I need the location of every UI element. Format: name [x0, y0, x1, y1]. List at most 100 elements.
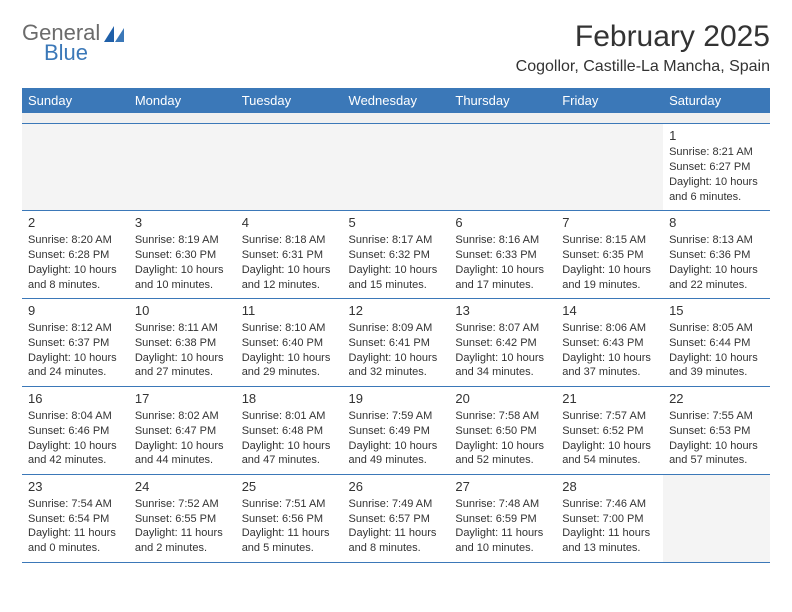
- sunrise-text: Sunrise: 8:13 AM: [669, 233, 764, 248]
- day-number: 21: [562, 390, 657, 408]
- sunset-text: Sunset: 6:27 PM: [669, 160, 764, 175]
- sunrise-text: Sunrise: 8:10 AM: [242, 321, 337, 336]
- sunset-text: Sunset: 6:49 PM: [349, 424, 444, 439]
- logo: General Blue: [22, 20, 132, 64]
- day-number: 26: [349, 478, 444, 496]
- sunrise-text: Sunrise: 8:01 AM: [242, 409, 337, 424]
- week-row: 16Sunrise: 8:04 AMSunset: 6:46 PMDayligh…: [22, 387, 770, 475]
- sunset-text: Sunset: 6:44 PM: [669, 336, 764, 351]
- day-cell: 20Sunrise: 7:58 AMSunset: 6:50 PMDayligh…: [449, 387, 556, 475]
- sunrise-text: Sunrise: 8:18 AM: [242, 233, 337, 248]
- sunset-text: Sunset: 6:43 PM: [562, 336, 657, 351]
- sunrise-text: Sunrise: 8:11 AM: [135, 321, 230, 336]
- day-number: 19: [349, 390, 444, 408]
- day-cell: 16Sunrise: 8:04 AMSunset: 6:46 PMDayligh…: [22, 387, 129, 475]
- sunset-text: Sunset: 6:47 PM: [135, 424, 230, 439]
- day-number: 11: [242, 302, 337, 320]
- sunrise-text: Sunrise: 8:16 AM: [455, 233, 550, 248]
- daylight-text: Daylight: 11 hours and 10 minutes.: [455, 526, 550, 556]
- spacer-row: [22, 113, 770, 123]
- daylight-text: Daylight: 10 hours and 44 minutes.: [135, 439, 230, 469]
- daylight-text: Daylight: 10 hours and 49 minutes.: [349, 439, 444, 469]
- daylight-text: Daylight: 10 hours and 52 minutes.: [455, 439, 550, 469]
- day-info: Sunrise: 7:59 AMSunset: 6:49 PMDaylight:…: [349, 409, 444, 468]
- daylight-text: Daylight: 10 hours and 54 minutes.: [562, 439, 657, 469]
- sunset-text: Sunset: 7:00 PM: [562, 512, 657, 527]
- day-cell: 23Sunrise: 7:54 AMSunset: 6:54 PMDayligh…: [22, 475, 129, 563]
- daylight-text: Daylight: 11 hours and 2 minutes.: [135, 526, 230, 556]
- week-row: 1Sunrise: 8:21 AMSunset: 6:27 PMDaylight…: [22, 123, 770, 211]
- daylight-text: Daylight: 10 hours and 6 minutes.: [669, 175, 764, 205]
- day-info: Sunrise: 8:15 AMSunset: 6:35 PMDaylight:…: [562, 233, 657, 292]
- day-number: 20: [455, 390, 550, 408]
- sunrise-text: Sunrise: 8:07 AM: [455, 321, 550, 336]
- sunrise-text: Sunrise: 8:06 AM: [562, 321, 657, 336]
- sunset-text: Sunset: 6:56 PM: [242, 512, 337, 527]
- day-info: Sunrise: 7:58 AMSunset: 6:50 PMDaylight:…: [455, 409, 550, 468]
- calendar-table: Sunday Monday Tuesday Wednesday Thursday…: [22, 88, 770, 563]
- col-saturday: Saturday: [663, 88, 770, 113]
- sunrise-text: Sunrise: 7:49 AM: [349, 497, 444, 512]
- day-number: 22: [669, 390, 764, 408]
- sail-icon: [104, 26, 124, 42]
- day-header-row: Sunday Monday Tuesday Wednesday Thursday…: [22, 88, 770, 113]
- col-thursday: Thursday: [449, 88, 556, 113]
- daylight-text: Daylight: 10 hours and 19 minutes.: [562, 263, 657, 293]
- day-cell: 22Sunrise: 7:55 AMSunset: 6:53 PMDayligh…: [663, 387, 770, 475]
- day-info: Sunrise: 8:11 AMSunset: 6:38 PMDaylight:…: [135, 321, 230, 380]
- day-info: Sunrise: 8:01 AMSunset: 6:48 PMDaylight:…: [242, 409, 337, 468]
- day-info: Sunrise: 8:10 AMSunset: 6:40 PMDaylight:…: [242, 321, 337, 380]
- col-tuesday: Tuesday: [236, 88, 343, 113]
- day-cell: [449, 123, 556, 211]
- day-info: Sunrise: 7:55 AMSunset: 6:53 PMDaylight:…: [669, 409, 764, 468]
- day-number: 16: [28, 390, 123, 408]
- sunset-text: Sunset: 6:48 PM: [242, 424, 337, 439]
- day-cell: 26Sunrise: 7:49 AMSunset: 6:57 PMDayligh…: [343, 475, 450, 563]
- sunset-text: Sunset: 6:46 PM: [28, 424, 123, 439]
- day-cell: 14Sunrise: 8:06 AMSunset: 6:43 PMDayligh…: [556, 299, 663, 387]
- week-row: 2Sunrise: 8:20 AMSunset: 6:28 PMDaylight…: [22, 211, 770, 299]
- sunrise-text: Sunrise: 7:46 AM: [562, 497, 657, 512]
- daylight-text: Daylight: 10 hours and 32 minutes.: [349, 351, 444, 381]
- daylight-text: Daylight: 10 hours and 37 minutes.: [562, 351, 657, 381]
- day-cell: [236, 123, 343, 211]
- sunset-text: Sunset: 6:52 PM: [562, 424, 657, 439]
- daylight-text: Daylight: 10 hours and 24 minutes.: [28, 351, 123, 381]
- sunset-text: Sunset: 6:31 PM: [242, 248, 337, 263]
- calendar-head: Sunday Monday Tuesday Wednesday Thursday…: [22, 88, 770, 113]
- daylight-text: Daylight: 10 hours and 39 minutes.: [669, 351, 764, 381]
- sunset-text: Sunset: 6:28 PM: [28, 248, 123, 263]
- col-friday: Friday: [556, 88, 663, 113]
- day-cell: 7Sunrise: 8:15 AMSunset: 6:35 PMDaylight…: [556, 211, 663, 299]
- daylight-text: Daylight: 10 hours and 29 minutes.: [242, 351, 337, 381]
- day-info: Sunrise: 8:13 AMSunset: 6:36 PMDaylight:…: [669, 233, 764, 292]
- day-cell: 1Sunrise: 8:21 AMSunset: 6:27 PMDaylight…: [663, 123, 770, 211]
- location: Cogollor, Castille-La Mancha, Spain: [516, 58, 770, 76]
- sunset-text: Sunset: 6:53 PM: [669, 424, 764, 439]
- day-cell: [22, 123, 129, 211]
- day-cell: [343, 123, 450, 211]
- day-info: Sunrise: 8:19 AMSunset: 6:30 PMDaylight:…: [135, 233, 230, 292]
- day-info: Sunrise: 8:02 AMSunset: 6:47 PMDaylight:…: [135, 409, 230, 468]
- day-cell: 17Sunrise: 8:02 AMSunset: 6:47 PMDayligh…: [129, 387, 236, 475]
- sunrise-text: Sunrise: 8:12 AM: [28, 321, 123, 336]
- day-number: 8: [669, 214, 764, 232]
- title-block: February 2025 Cogollor, Castille-La Manc…: [516, 20, 770, 76]
- day-cell: 28Sunrise: 7:46 AMSunset: 7:00 PMDayligh…: [556, 475, 663, 563]
- day-cell: 2Sunrise: 8:20 AMSunset: 6:28 PMDaylight…: [22, 211, 129, 299]
- daylight-text: Daylight: 10 hours and 17 minutes.: [455, 263, 550, 293]
- calendar-page: General Blue February 2025 Cogollor, Cas…: [0, 0, 792, 612]
- day-cell: 24Sunrise: 7:52 AMSunset: 6:55 PMDayligh…: [129, 475, 236, 563]
- daylight-text: Daylight: 11 hours and 0 minutes.: [28, 526, 123, 556]
- day-number: 15: [669, 302, 764, 320]
- col-monday: Monday: [129, 88, 236, 113]
- day-number: 4: [242, 214, 337, 232]
- day-number: 9: [28, 302, 123, 320]
- day-cell: 19Sunrise: 7:59 AMSunset: 6:49 PMDayligh…: [343, 387, 450, 475]
- sunset-text: Sunset: 6:37 PM: [28, 336, 123, 351]
- daylight-text: Daylight: 11 hours and 13 minutes.: [562, 526, 657, 556]
- col-sunday: Sunday: [22, 88, 129, 113]
- daylight-text: Daylight: 10 hours and 10 minutes.: [135, 263, 230, 293]
- day-number: 23: [28, 478, 123, 496]
- daylight-text: Daylight: 10 hours and 34 minutes.: [455, 351, 550, 381]
